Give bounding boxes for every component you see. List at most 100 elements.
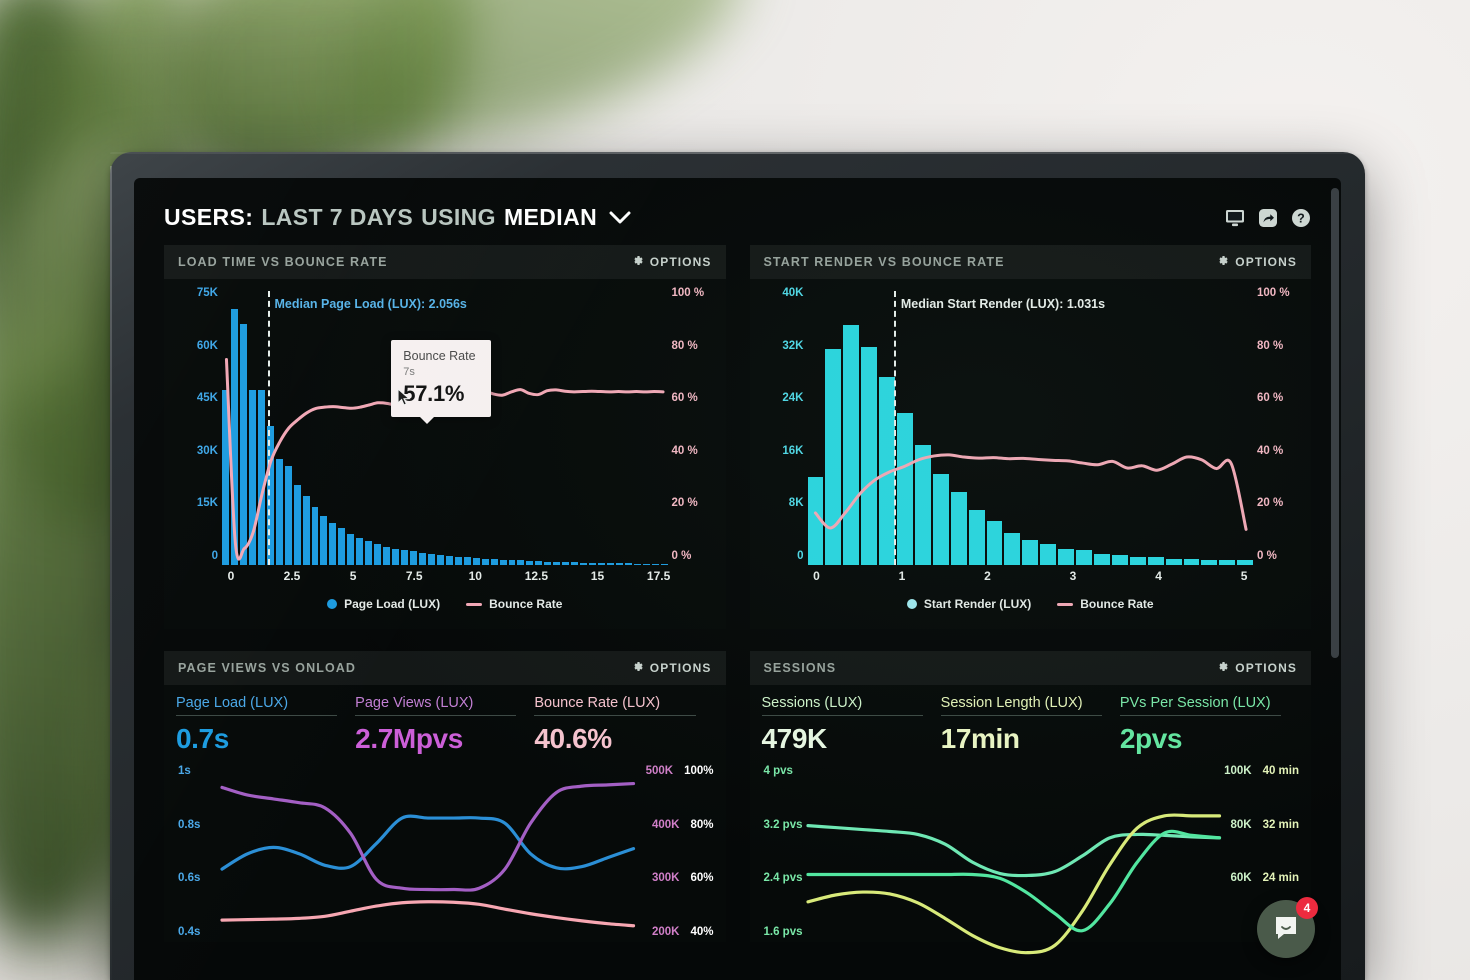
bar[interactable]	[986, 521, 1003, 565]
bar[interactable]	[1183, 558, 1200, 565]
metric-card-sessions[interactable]: Sessions (LUX) 479K	[761, 695, 941, 755]
bar[interactable]	[1058, 549, 1075, 565]
bar[interactable]	[1004, 532, 1021, 565]
bar[interactable]	[338, 528, 346, 565]
bar[interactable]	[392, 548, 400, 565]
bar[interactable]	[230, 309, 238, 565]
bar[interactable]	[401, 550, 409, 565]
bar[interactable]	[968, 510, 985, 565]
chevron-down-icon[interactable]	[609, 204, 631, 231]
bar[interactable]	[562, 562, 570, 565]
bar[interactable]	[598, 562, 605, 565]
legend-item[interactable]: Start Render (LUX)	[906, 597, 1031, 611]
bar[interactable]	[589, 562, 597, 565]
bar[interactable]	[642, 563, 650, 565]
bar[interactable]	[356, 537, 364, 565]
bar[interactable]	[472, 558, 480, 565]
bar[interactable]	[553, 561, 561, 565]
bar[interactable]	[418, 552, 426, 565]
bar[interactable]	[1111, 554, 1128, 565]
bar[interactable]	[807, 477, 824, 565]
vertical-scrollbar[interactable]	[1331, 188, 1339, 658]
metric-card-session-length[interactable]: Session Length (LUX) 17min	[940, 695, 1120, 755]
options-button[interactable]: OPTIONS	[1216, 254, 1297, 270]
bar[interactable]	[347, 533, 355, 565]
bar[interactable]	[508, 560, 516, 565]
bar[interactable]	[436, 555, 444, 565]
metric-card-pvs-per-session[interactable]: PVs Per Session (LUX) 2pvs	[1119, 695, 1299, 755]
bar[interactable]	[544, 561, 552, 565]
bar[interactable]	[222, 389, 229, 565]
bar-series-page-load[interactable]	[222, 291, 668, 565]
bar-series-start-render[interactable]	[807, 291, 1254, 565]
bar[interactable]	[932, 473, 949, 565]
bar[interactable]	[615, 563, 623, 565]
bar[interactable]	[248, 389, 256, 565]
bar[interactable]	[580, 562, 588, 565]
bar[interactable]	[239, 323, 247, 565]
bar[interactable]	[914, 445, 931, 565]
options-button[interactable]: OPTIONS	[631, 254, 712, 270]
tooltip-arrow	[419, 416, 436, 425]
bar[interactable]	[526, 560, 534, 565]
bar[interactable]	[1040, 544, 1057, 565]
bar[interactable]	[383, 546, 391, 565]
bar[interactable]	[879, 376, 896, 565]
bar[interactable]	[1237, 560, 1254, 565]
bar[interactable]	[374, 543, 382, 565]
bar[interactable]	[651, 563, 659, 565]
metric-card-bounce-rate[interactable]: Bounce Rate (LUX) 40.6%	[534, 695, 713, 755]
metric-card-page-load[interactable]: Page Load (LUX) 0.7s	[176, 695, 355, 755]
bar[interactable]	[499, 559, 507, 565]
bar[interactable]	[535, 561, 543, 565]
bar[interactable]	[1165, 558, 1182, 565]
bar[interactable]	[1201, 559, 1218, 565]
bar[interactable]	[257, 389, 265, 565]
bar[interactable]	[1022, 540, 1039, 565]
help-icon[interactable]: ?	[1291, 208, 1311, 228]
bar[interactable]	[825, 349, 842, 565]
bar[interactable]	[660, 564, 668, 565]
bar[interactable]	[445, 555, 453, 565]
bar[interactable]	[950, 492, 967, 565]
bar[interactable]	[293, 484, 301, 565]
bar[interactable]	[329, 523, 337, 565]
bar[interactable]	[266, 426, 274, 565]
bar[interactable]	[311, 506, 319, 565]
bar[interactable]	[365, 541, 373, 565]
bar[interactable]	[606, 563, 614, 565]
bar[interactable]	[1076, 549, 1092, 565]
bar[interactable]	[633, 563, 641, 565]
bar[interactable]	[481, 558, 489, 565]
legend-item[interactable]: Bounce Rate	[466, 597, 562, 611]
bar[interactable]	[897, 412, 913, 565]
options-button[interactable]: OPTIONS	[1216, 660, 1297, 676]
bar[interactable]	[624, 563, 632, 565]
bar[interactable]	[275, 459, 283, 565]
legend-item[interactable]: Bounce Rate	[1057, 597, 1154, 611]
options-button[interactable]: OPTIONS	[631, 660, 712, 676]
share-icon[interactable]	[1258, 208, 1278, 228]
bar[interactable]	[427, 554, 435, 565]
bar[interactable]	[302, 495, 310, 565]
bar[interactable]	[1094, 554, 1110, 565]
bar[interactable]	[463, 557, 471, 565]
bar[interactable]	[1219, 559, 1236, 565]
chat-widget-button[interactable]: 4	[1257, 897, 1318, 958]
metric-card-page-views[interactable]: Page Views (LUX) 2.7Mpvs	[355, 695, 534, 755]
bar[interactable]	[454, 556, 462, 565]
legend-item[interactable]: Page Load (LUX)	[327, 597, 440, 611]
page-title[interactable]: USERS: LAST 7 DAYS USING MEDIAN	[164, 204, 631, 231]
bar[interactable]	[284, 466, 292, 565]
bar[interactable]	[571, 562, 579, 565]
bar[interactable]	[861, 347, 878, 565]
bar[interactable]	[517, 560, 525, 565]
bar[interactable]	[1147, 557, 1164, 565]
bar[interactable]	[410, 551, 417, 565]
bar[interactable]	[490, 559, 498, 565]
bar[interactable]	[843, 325, 860, 565]
desktop-icon[interactable]	[1225, 208, 1245, 228]
y2-tick: 40 %	[671, 444, 698, 457]
bar[interactable]	[1129, 556, 1146, 565]
bar[interactable]	[320, 515, 328, 565]
